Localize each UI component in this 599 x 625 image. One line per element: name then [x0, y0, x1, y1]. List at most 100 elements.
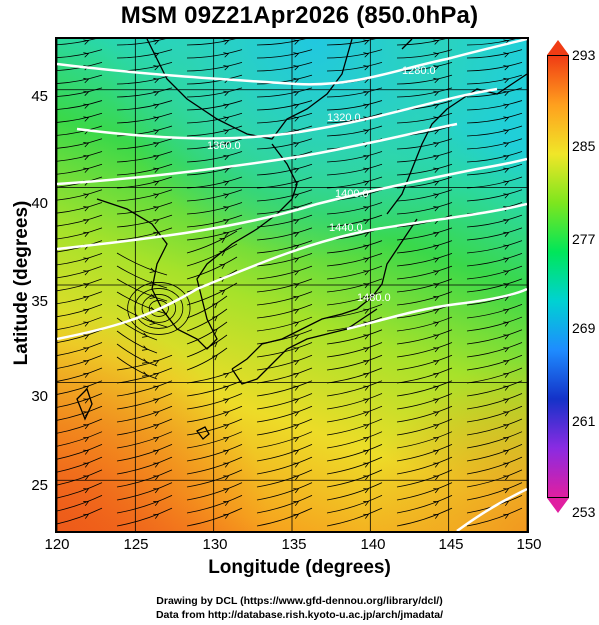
x-tick-label: 145 [438, 536, 464, 553]
wind-arrow [153, 90, 160, 96]
streamline [326, 112, 383, 124]
streamline [116, 291, 168, 315]
wind-arrow [363, 206, 370, 212]
streamline [326, 278, 383, 293]
wind-arrow [293, 39, 300, 45]
wind-arrow [363, 193, 370, 199]
streamline [256, 265, 313, 280]
streamline [256, 482, 313, 501]
wind-arrow [83, 462, 90, 468]
wind-arrow [83, 501, 90, 507]
streamline [256, 163, 313, 176]
wind-arrow [83, 436, 90, 442]
wind-arrow [503, 154, 510, 161]
streamline [396, 227, 453, 241]
wind-arrow [293, 308, 300, 314]
streamline [396, 507, 453, 527]
wind-arrow [153, 77, 160, 84]
streamline [186, 321, 228, 345]
wind-arrow [433, 295, 440, 302]
wind-arrow [83, 295, 90, 302]
streamline [396, 418, 453, 436]
wind-arrow [433, 244, 440, 250]
wind-arrow [153, 424, 160, 430]
streamline [186, 482, 243, 501]
wind-arrow [223, 449, 230, 455]
streamline [466, 189, 523, 202]
wind-arrow [223, 90, 230, 96]
streamline [57, 74, 103, 84]
wind-arrow [223, 436, 230, 442]
wind-arrow [293, 334, 300, 340]
wind-arrow [293, 372, 300, 378]
wind-arrow [83, 77, 90, 84]
wind-arrow [293, 385, 300, 391]
wind-arrow [211, 354, 218, 361]
wind-arrow [153, 475, 160, 481]
wind-arrow [83, 513, 90, 519]
streamline [57, 39, 96, 46]
wind-arrow [83, 488, 90, 494]
wind-arrow [363, 180, 370, 186]
wind-arrow [433, 193, 440, 199]
streamline [396, 431, 453, 449]
streamline [186, 243, 238, 267]
y-tick-label: 30 [31, 388, 48, 405]
geopotential-height-contours [57, 39, 527, 531]
streamline [466, 163, 523, 176]
wind-arrow [293, 411, 300, 417]
streamline [466, 87, 523, 98]
streamline [57, 100, 103, 110]
low-pressure-circulation [134, 288, 184, 329]
credits-drawing: Drawing by DCL (https://www.gfd-dennou.o… [156, 595, 443, 607]
streamline [326, 291, 383, 306]
wind-arrow [433, 142, 440, 148]
streamline [186, 347, 228, 371]
streamline [326, 507, 383, 527]
wind-arrow [433, 360, 440, 366]
wind-arrow [223, 501, 230, 507]
streamline [466, 112, 523, 124]
streamline [186, 256, 238, 280]
streamline [186, 431, 243, 449]
wind-arrow [433, 90, 440, 96]
wind-arrow [83, 167, 90, 173]
wind-arrow [363, 167, 370, 173]
wind-arrow [83, 154, 90, 161]
streamline [396, 495, 453, 514]
streamline [396, 444, 453, 462]
streamline [466, 125, 523, 137]
streamline [466, 49, 523, 59]
wind-arrow [363, 334, 370, 340]
streamline [57, 405, 103, 421]
wind-arrow [211, 341, 218, 348]
wind-arrow [433, 424, 440, 430]
streamline [57, 444, 103, 460]
streamline [256, 469, 313, 488]
streamline [396, 393, 453, 410]
wind-arrow [153, 488, 160, 494]
wind-arrow [293, 501, 300, 507]
wind-arrow [223, 206, 230, 212]
streamline [57, 482, 103, 499]
streamline [256, 189, 313, 202]
streamline [116, 265, 168, 289]
wind-arrow [83, 385, 90, 391]
streamline [396, 291, 453, 306]
wind-arrow [83, 116, 90, 122]
x-tick-label: 120 [44, 536, 70, 553]
streamline [466, 227, 523, 241]
wind-arrow [363, 436, 370, 442]
wind-arrow [83, 372, 90, 378]
streamline [466, 138, 523, 150]
wind-arrow [83, 206, 90, 212]
streamline [256, 227, 313, 241]
wind-arrow [219, 251, 226, 257]
wind-arrow [433, 385, 440, 391]
wind-arrow [223, 411, 230, 417]
streamline [116, 482, 173, 501]
wind-arrow [363, 90, 370, 96]
streamline [396, 329, 453, 345]
wind-arrow [223, 65, 230, 71]
wind-arrow [293, 218, 300, 225]
